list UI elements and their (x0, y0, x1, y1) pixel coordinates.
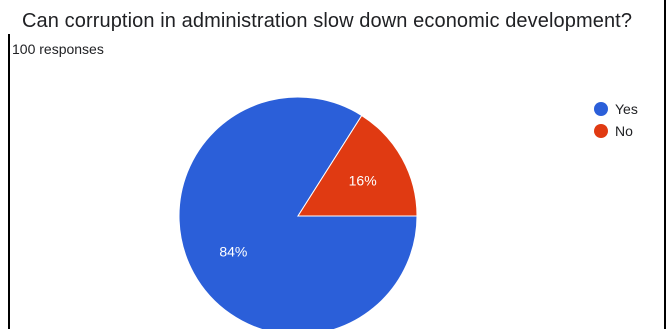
legend-item-yes[interactable]: Yes (594, 98, 638, 120)
legend-item-no[interactable]: No (594, 120, 638, 142)
pie-label-yes: 84% (219, 244, 247, 260)
frame-border-right (664, 0, 666, 329)
response-count: 100 responses (12, 41, 104, 57)
pie-slice-yes[interactable] (178, 96, 418, 329)
chart-legend: Yes No (594, 98, 638, 142)
pie-slice-no[interactable] (297, 114, 418, 217)
legend-swatch-no (594, 124, 608, 138)
pie-label-no: 16% (349, 172, 377, 188)
legend-swatch-yes (594, 102, 608, 116)
frame-border-left (8, 34, 10, 329)
chart-title: Can corruption in administration slow do… (22, 10, 633, 32)
legend-label-yes: Yes (615, 101, 638, 117)
legend-label-no: No (615, 123, 633, 139)
